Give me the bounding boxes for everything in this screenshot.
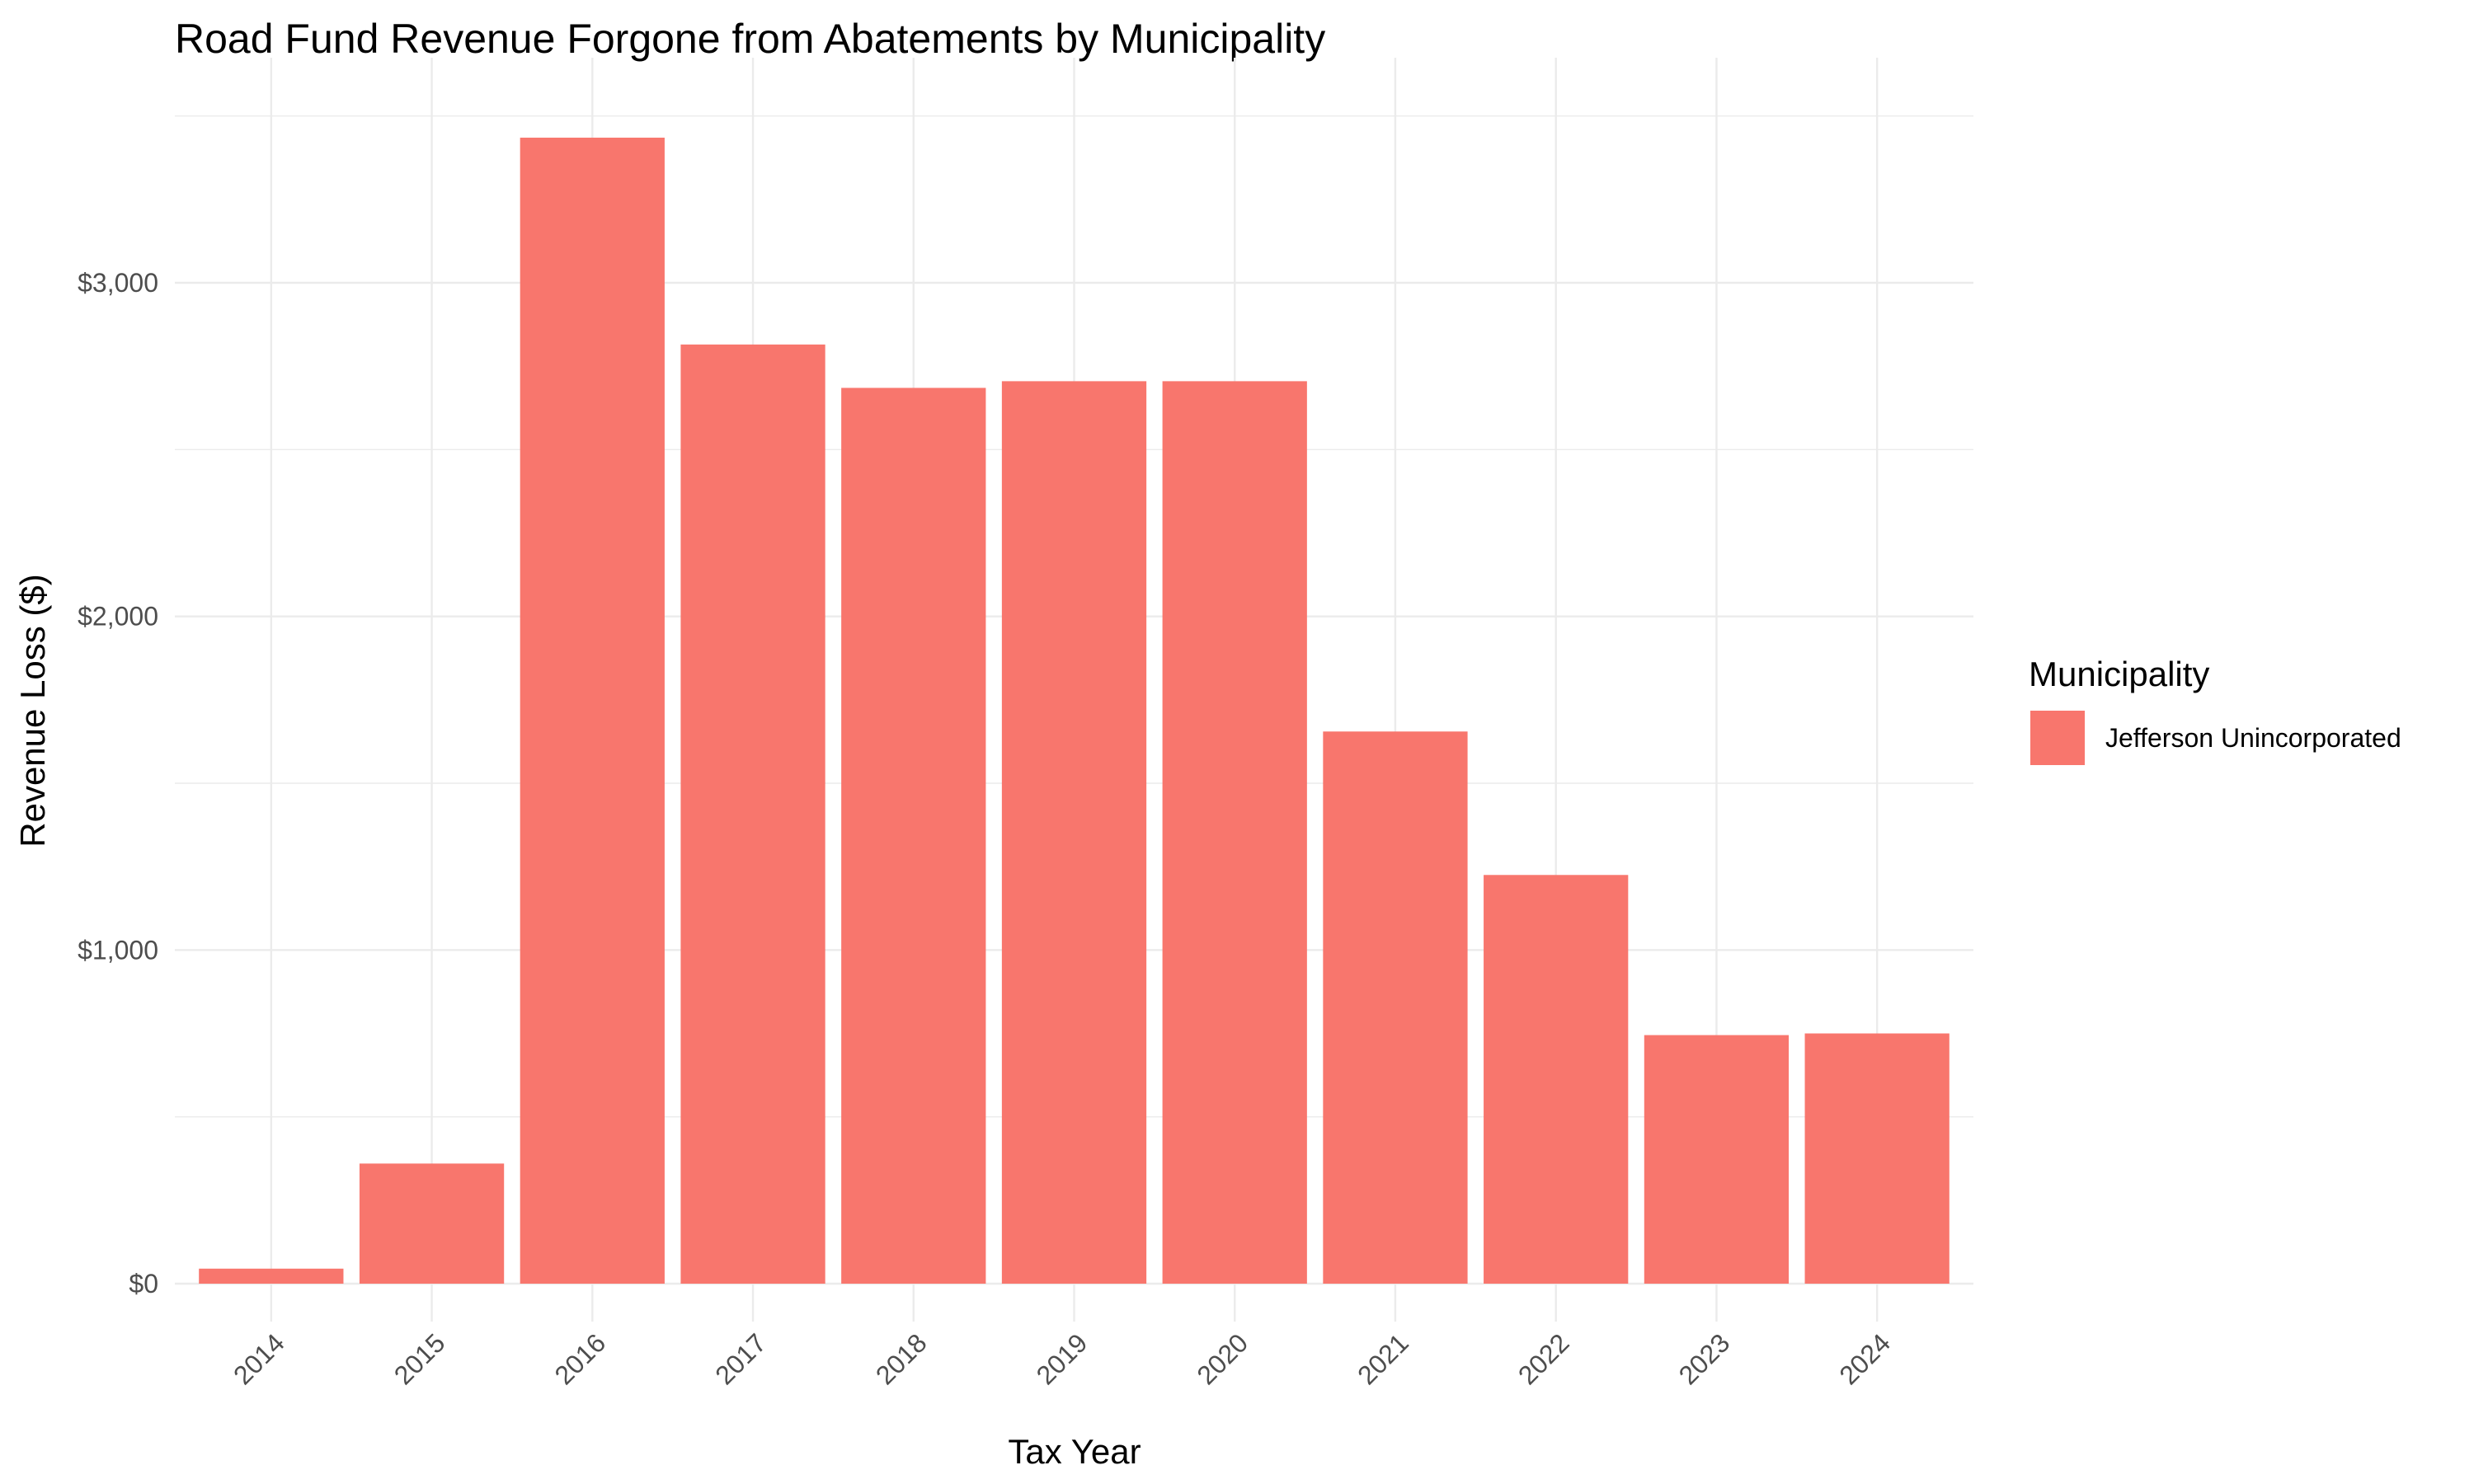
x-tick-label: 2018 — [870, 1327, 933, 1390]
y-tick-label: $0 — [129, 1269, 158, 1298]
x-axis-title: Tax Year — [1008, 1432, 1141, 1471]
legend-title: Municipality — [2029, 655, 2209, 693]
bar-2014 — [199, 1268, 344, 1284]
y-axis-ticks: $0 $1,000 $2,000 $3,000 — [78, 268, 158, 1298]
x-tick-label: 2023 — [1673, 1327, 1736, 1390]
x-axis-ticks: 2014 2015 2016 2017 2018 2019 2020 2021 2022 2023… — [228, 1327, 1896, 1390]
y-tick-label: $3,000 — [78, 268, 158, 298]
x-tick-label: 2017 — [709, 1327, 772, 1390]
bar-2016 — [520, 137, 665, 1284]
x-tick-label: 2015 — [388, 1327, 451, 1390]
x-tick-label: 2014 — [228, 1327, 290, 1390]
y-tick-label: $2,000 — [78, 602, 158, 632]
bar-2018 — [841, 387, 986, 1284]
x-tick-label: 2016 — [548, 1327, 611, 1390]
legend-key-jefferson-unincorporated — [2030, 711, 2085, 765]
bars — [199, 137, 1950, 1284]
bar-2023 — [1644, 1035, 1790, 1284]
y-tick-label: $1,000 — [78, 935, 158, 965]
x-tick-label: 2020 — [1191, 1327, 1253, 1390]
legend: Municipality Jefferson Unincorporated — [2029, 655, 2401, 765]
y-axis-title: Revenue Loss ($) — [13, 574, 52, 848]
x-tick-label: 2019 — [1031, 1327, 1094, 1390]
x-tick-label: 2022 — [1512, 1327, 1575, 1390]
legend-label-jefferson-unincorporated: Jefferson Unincorporated — [2105, 723, 2401, 753]
bar-2021 — [1323, 731, 1468, 1284]
chart-title: Road Fund Revenue Forgone from Abatement… — [175, 16, 1325, 62]
bar-2015 — [359, 1163, 505, 1284]
x-tick-label: 2024 — [1833, 1327, 1896, 1390]
bar-2024 — [1804, 1033, 1950, 1284]
bar-2022 — [1484, 875, 1629, 1284]
bar-2020 — [1162, 381, 1307, 1284]
bar-2017 — [680, 344, 825, 1284]
x-tick-label: 2021 — [1352, 1327, 1414, 1390]
bar-2019 — [1001, 381, 1147, 1284]
